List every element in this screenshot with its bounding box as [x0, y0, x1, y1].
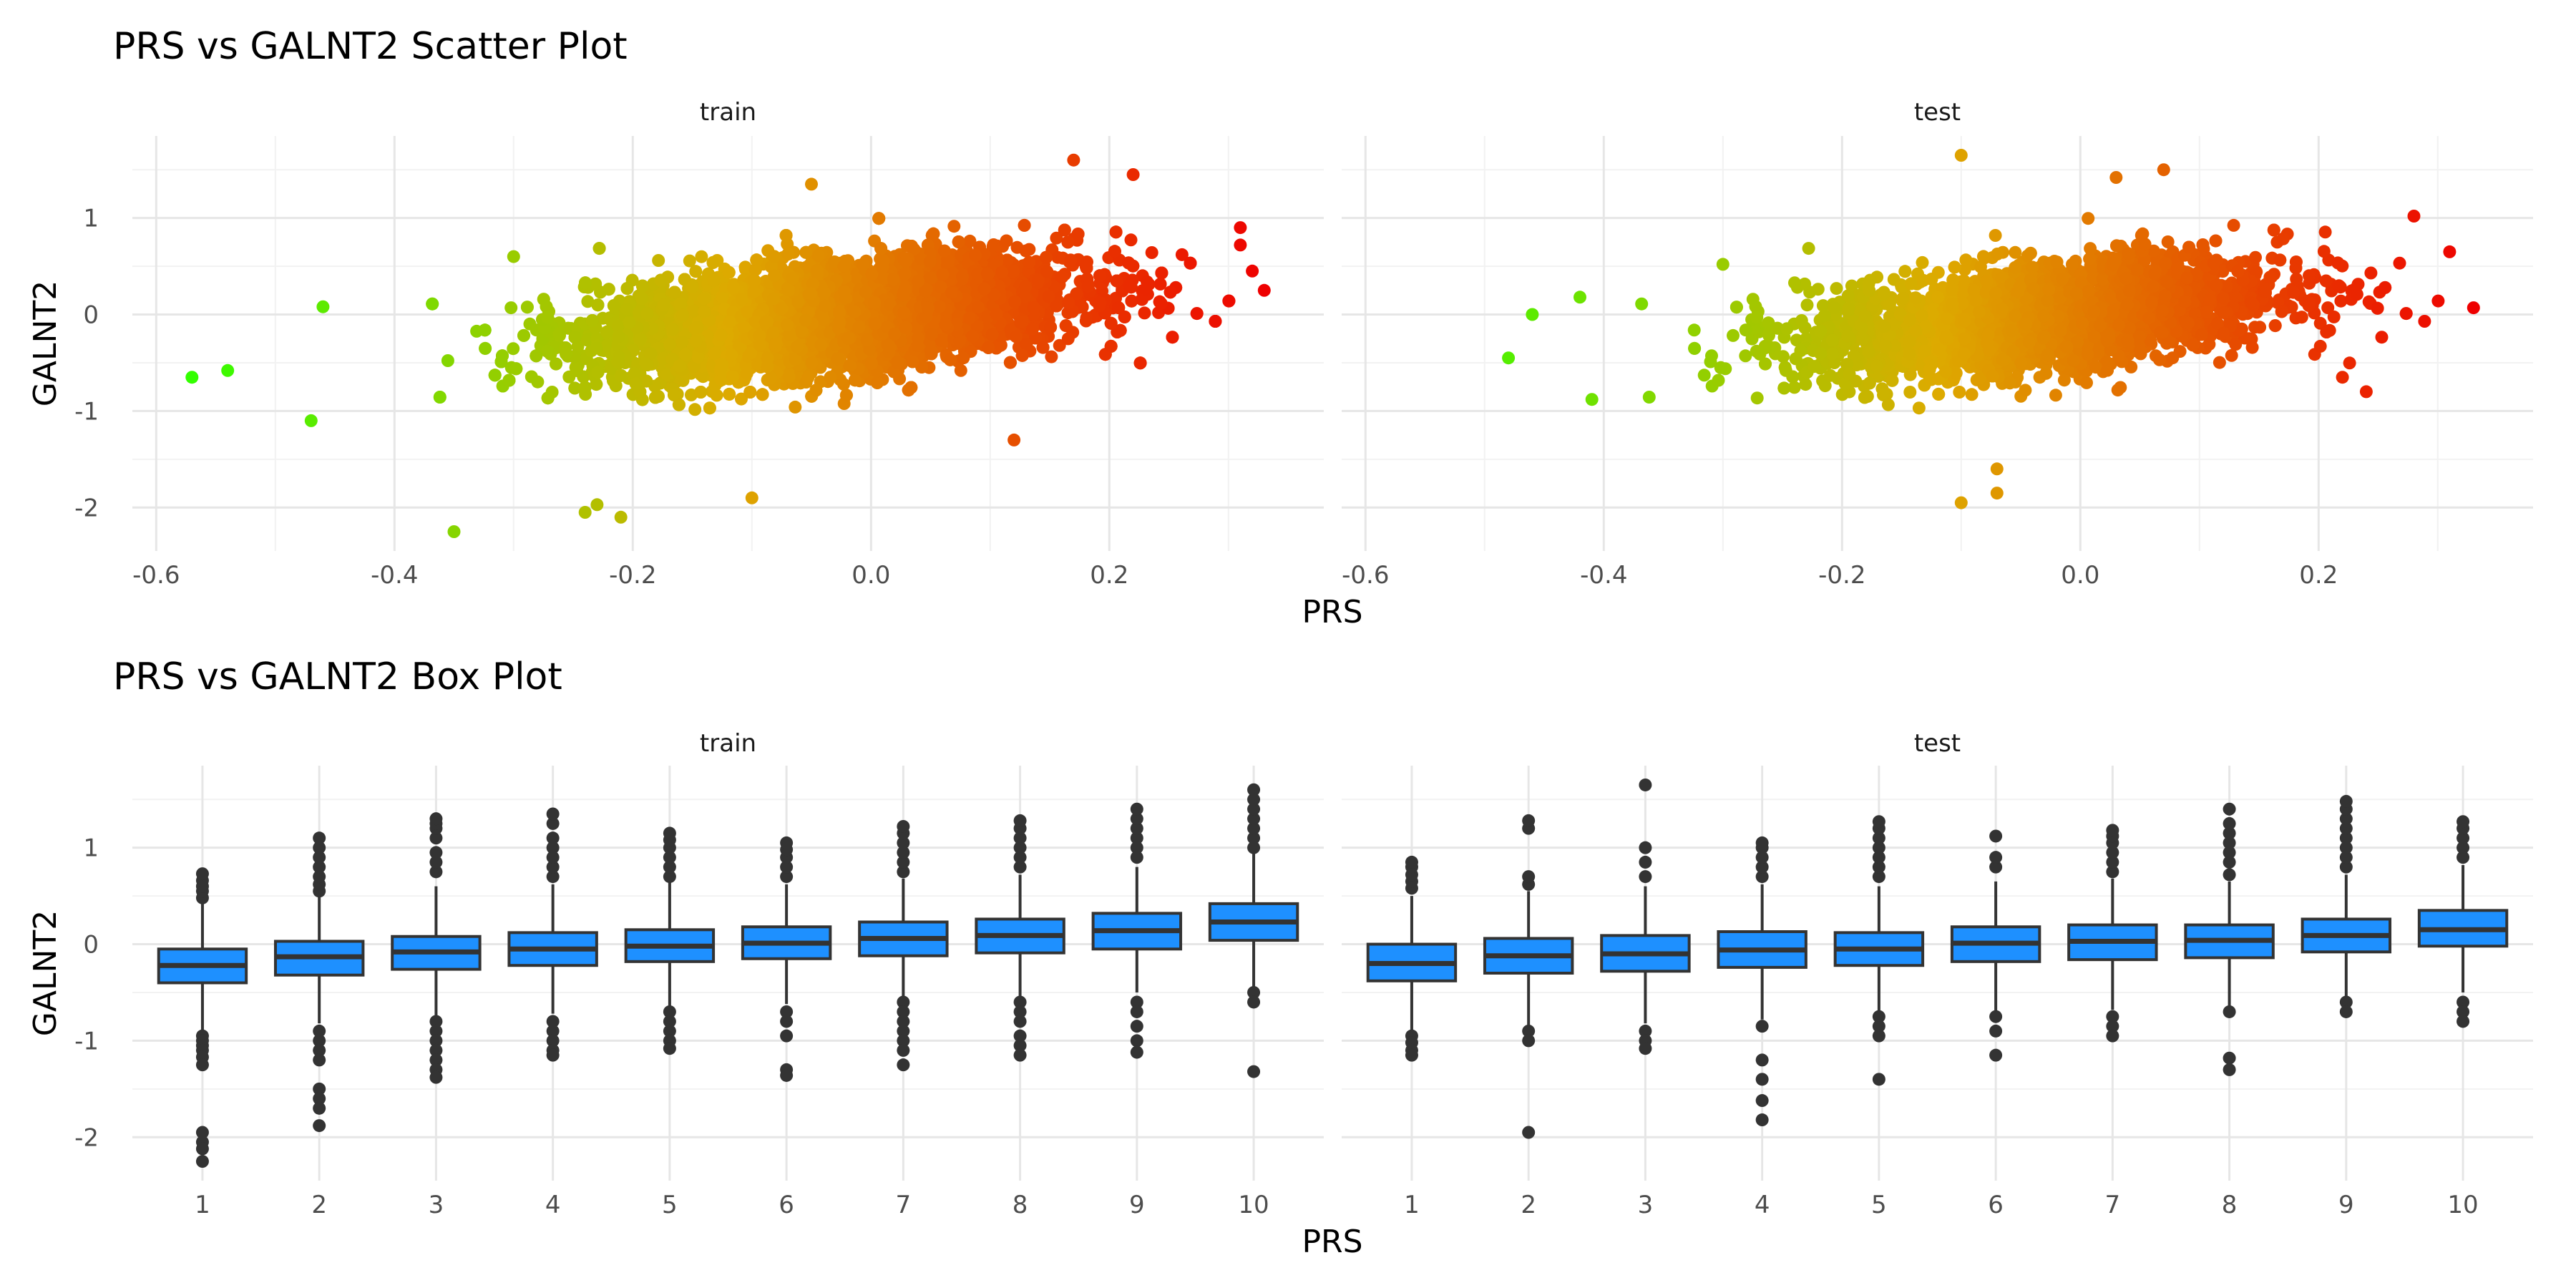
- scatter-point: [504, 301, 518, 315]
- scatter-point: [683, 254, 696, 268]
- scatter-point: [1023, 243, 1036, 256]
- x-tick-label: -0.2: [609, 561, 656, 590]
- scatter-point: [735, 392, 748, 406]
- scatter-point: [710, 389, 723, 402]
- scatter-point: [1175, 248, 1189, 261]
- y-tick-label: 0: [83, 301, 99, 330]
- y-tick-label: 1: [83, 205, 99, 233]
- x-tick-label: 0.0: [852, 561, 890, 590]
- scatter-points: [185, 153, 1271, 538]
- scatter-panel-train: train -0.6 -0.4 -0.2 0.0 0.2 -2 -1 0 1: [74, 98, 1324, 590]
- y-tick-label: -1: [74, 397, 99, 426]
- scatter-point: [1061, 332, 1075, 346]
- scatter-point: [652, 254, 665, 267]
- facet-strip-label: train: [700, 98, 756, 127]
- scatter-point: [441, 354, 454, 367]
- scatter-point: [1124, 233, 1138, 247]
- scatter-point: [695, 250, 708, 263]
- scatter-point: [1045, 350, 1058, 364]
- scatter-point: [507, 342, 520, 356]
- y-tick-label: -2: [74, 494, 99, 522]
- x-tick-label: -0.6: [132, 561, 180, 590]
- scatter-point: [1145, 246, 1158, 259]
- scatter-point: [1138, 306, 1151, 320]
- scatter-point: [1053, 338, 1066, 352]
- x-tick-label: -0.4: [371, 561, 418, 590]
- scatter-point: [1153, 278, 1167, 291]
- scatter-point: [525, 370, 538, 384]
- x-tick-label: 0.2: [1090, 561, 1128, 590]
- scatter-point: [789, 400, 802, 414]
- scatter-point: [947, 220, 961, 233]
- scatter-point: [688, 403, 702, 416]
- box-title: PRS vs GALNT2 Box Plot: [113, 655, 562, 698]
- scatter-point: [581, 295, 595, 308]
- scatter-point: [1050, 231, 1063, 245]
- scatter-title: PRS vs GALNT2 Scatter Plot: [113, 25, 628, 68]
- scatter-point: [963, 234, 977, 248]
